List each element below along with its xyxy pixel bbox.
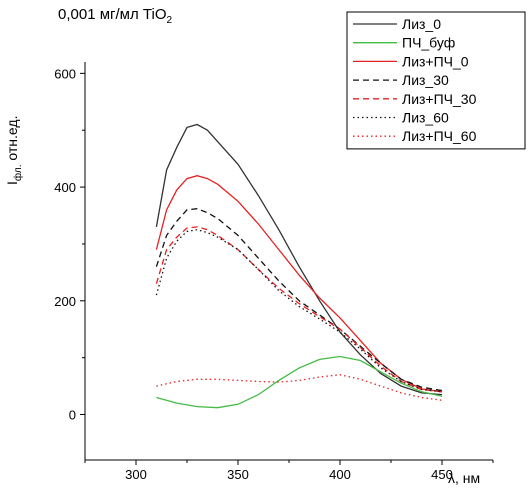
y-axis-label-main: I [4,181,20,185]
series-line-6 [155,229,443,393]
x-tick-label: 400 [329,467,351,482]
y-tick-label: 600 [54,66,76,81]
x-axis-label: λ, нм [448,470,481,486]
plot-area [155,123,443,409]
y-tick-label: 0 [69,408,76,423]
y-axis-label-unit: отн.ед. [4,115,20,165]
chart-title-subscript: 2 [166,15,173,26]
x-tick-label: 350 [227,467,249,482]
axes: 300 350 400 450 0 200 400 600 [54,62,494,482]
x-tick-label: 300 [125,467,147,482]
legend-label-6: Лиз_60 [402,110,449,126]
legend-label-4: Лиз_30 [402,72,449,88]
series-line-5 [155,226,443,393]
y-tick-label: 200 [54,294,76,309]
legend-label-3: Лиз+ПЧ_0 [402,53,469,69]
legend-label-1: Лиз_0 [402,16,441,32]
legend: Лиз_0 ПЧ_буф Лиз+ПЧ_0 Лиз_30 Лиз+ПЧ_30 Лиз_60… [346,11,526,150]
series-line-3 [155,175,443,393]
chart-title: 0,001 мг/мл TiO2 [58,6,172,26]
legend-label-7: Лиз+ПЧ_60 [402,128,477,144]
chart-title-text: 0,001 мг/мл TiO [58,6,167,23]
legend-label-5: Лиз+ПЧ_30 [402,91,477,107]
series-line-1 [155,123,443,396]
x-tick-label: 450 [431,467,453,482]
y-tick-label: 400 [54,180,76,195]
series-line-7 [156,374,443,401]
series-line-2 [156,355,443,409]
y-axis-label-subscript: фл. [12,164,24,182]
y-axis-label: Iфл. отн.ед. [4,116,24,185]
series-line-4 [155,208,443,392]
legend-label-2: ПЧ_буф [402,35,455,51]
